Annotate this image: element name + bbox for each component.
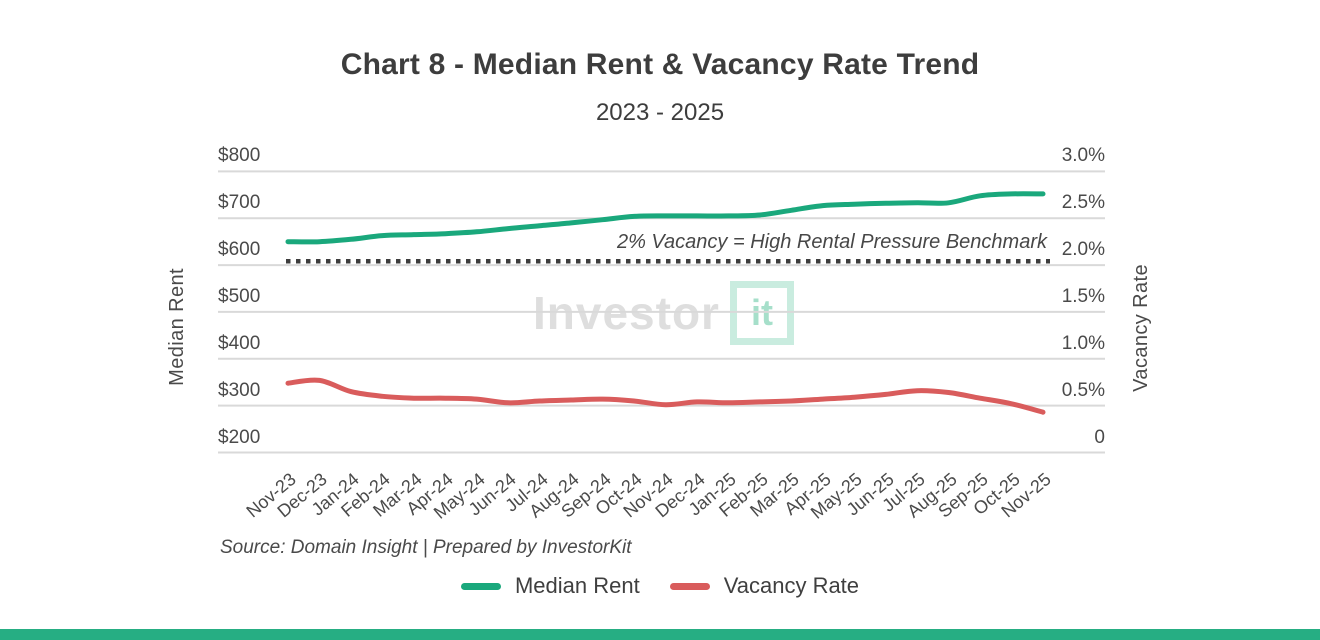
- chart-legend: Median Rent Vacancy Rate: [0, 573, 1320, 599]
- investorkit-watermark: Investor it: [533, 281, 794, 345]
- page-title: Chart 8 - Median Rent & Vacancy Rate Tre…: [340, 48, 980, 81]
- watermark-text: Investor: [533, 287, 720, 339]
- source-note: Source: Domain Insight | Prepared by Inv…: [220, 537, 632, 558]
- legend-item-median-rent: Median Rent: [460, 573, 640, 599]
- bottom-accent-bar: [0, 629, 1320, 640]
- median-rent-line: [285, 191, 1046, 245]
- legend-item-vacancy-rate: Vacancy Rate: [669, 573, 860, 599]
- vacancy-rate-swatch: [669, 582, 710, 590]
- legend-label-vacancy-rate: Vacancy Rate: [723, 573, 860, 598]
- legend-label-median-rent: Median Rent: [514, 573, 640, 598]
- vacancy-rate-line: [285, 377, 1046, 415]
- median-rent-swatch: [460, 582, 501, 590]
- chart-subtitle: 2023 - 2025: [595, 99, 725, 126]
